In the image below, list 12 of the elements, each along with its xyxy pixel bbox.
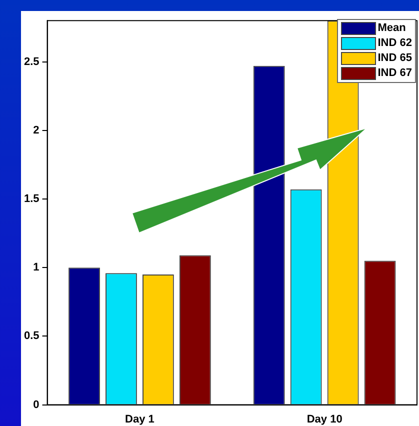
x-tick-label: Day 1 xyxy=(125,413,154,426)
legend-label: Mean xyxy=(378,21,406,36)
y-tick-label: 0 xyxy=(33,398,40,411)
y-tick-label: 0.5 xyxy=(24,330,40,342)
legend-label: IND 65 xyxy=(378,51,412,66)
legend-label: IND 62 xyxy=(378,36,412,51)
y-tick-label: 1.5 xyxy=(24,193,40,206)
y-tick-label: 2.5 xyxy=(24,56,40,68)
legend-label: IND 67 xyxy=(378,66,412,81)
x-tick-label: Day 10 xyxy=(306,413,342,426)
y-tick-label: 2 xyxy=(33,124,40,136)
y-tick-label: 1 xyxy=(33,262,40,274)
